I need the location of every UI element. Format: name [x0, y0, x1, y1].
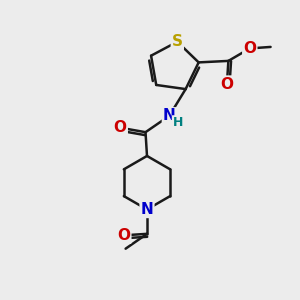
- Text: O: O: [114, 120, 127, 135]
- Text: O: O: [220, 76, 233, 92]
- Text: N: N: [163, 108, 176, 123]
- Text: O: O: [117, 228, 130, 243]
- Text: O: O: [243, 41, 256, 56]
- Text: S: S: [172, 34, 183, 49]
- Text: N: N: [141, 202, 153, 217]
- Text: H: H: [172, 116, 183, 129]
